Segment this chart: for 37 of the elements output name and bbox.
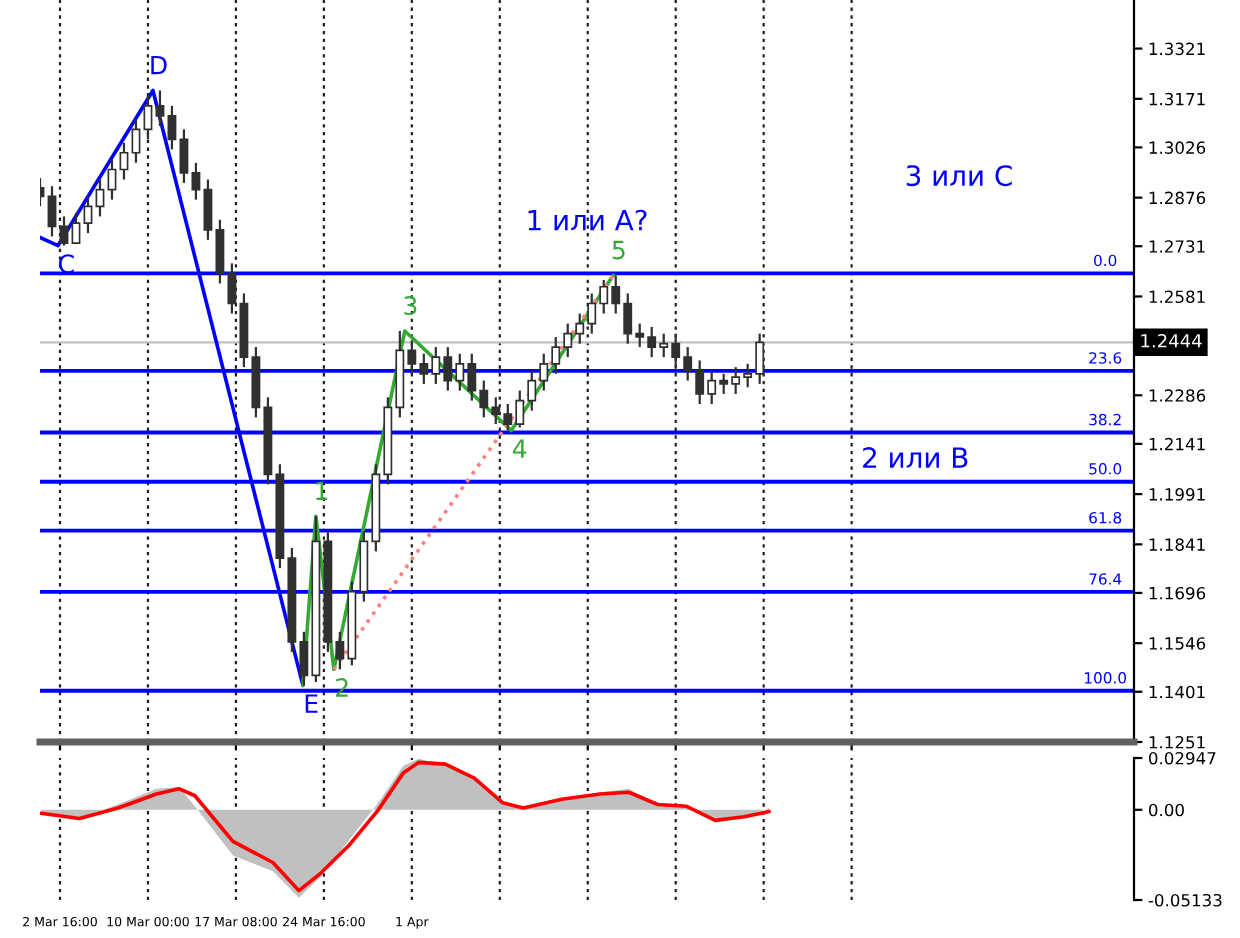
- candlestick: [47, 185, 57, 238]
- candlestick: [59, 215, 69, 247]
- annotation: 1: [316, 481, 328, 500]
- y-tick-label: 1.3026: [1149, 141, 1206, 154]
- annotation: 2 или B: [863, 447, 968, 468]
- ref-line-label: 1.2444: [1141, 333, 1202, 348]
- y-tick-label: 1.2141: [1149, 437, 1205, 451]
- y-tick-label: 1.1401: [1149, 685, 1205, 699]
- y-tick-label: 0.02947: [1148, 751, 1216, 765]
- y-tick-label: 1.3321: [1149, 42, 1205, 56]
- y-tick-label: 1.1991: [1149, 488, 1205, 501]
- y-tick-label: 1.2731: [1149, 240, 1205, 253]
- y-tick-label: 1.1696: [1149, 586, 1206, 600]
- annotation: D: [151, 55, 167, 75]
- y-tick-label: 1.2286: [1149, 389, 1206, 402]
- y-tick-label: 1.1251: [1149, 735, 1205, 749]
- annotation: 1 или A?: [528, 209, 647, 231]
- y-tick-label: 1.2876: [1149, 191, 1206, 205]
- candlestick: [71, 211, 81, 245]
- annotation: 4: [512, 439, 527, 458]
- annotation: E: [305, 694, 318, 713]
- candlestick: [119, 141, 129, 181]
- y-tick-label: 1.2581: [1149, 290, 1205, 304]
- annotation: 3: [404, 296, 417, 316]
- candlestick: [167, 104, 177, 151]
- candlestick: [95, 178, 105, 218]
- candlestick: [155, 89, 165, 128]
- candlestick: [131, 118, 141, 164]
- annotation: 5: [612, 240, 625, 260]
- y-tick-label: 1.1546: [1149, 637, 1206, 650]
- y-tick-label: 1.3171: [1149, 92, 1205, 106]
- candlestick: [143, 94, 153, 141]
- y-tick-label: -0.05133: [1148, 893, 1222, 907]
- y-tick-label: 0.00: [1148, 803, 1184, 817]
- y-tick-label: 1.1841: [1149, 538, 1205, 551]
- annotation: 3 или C: [906, 165, 1012, 187]
- candlestick: [83, 195, 93, 235]
